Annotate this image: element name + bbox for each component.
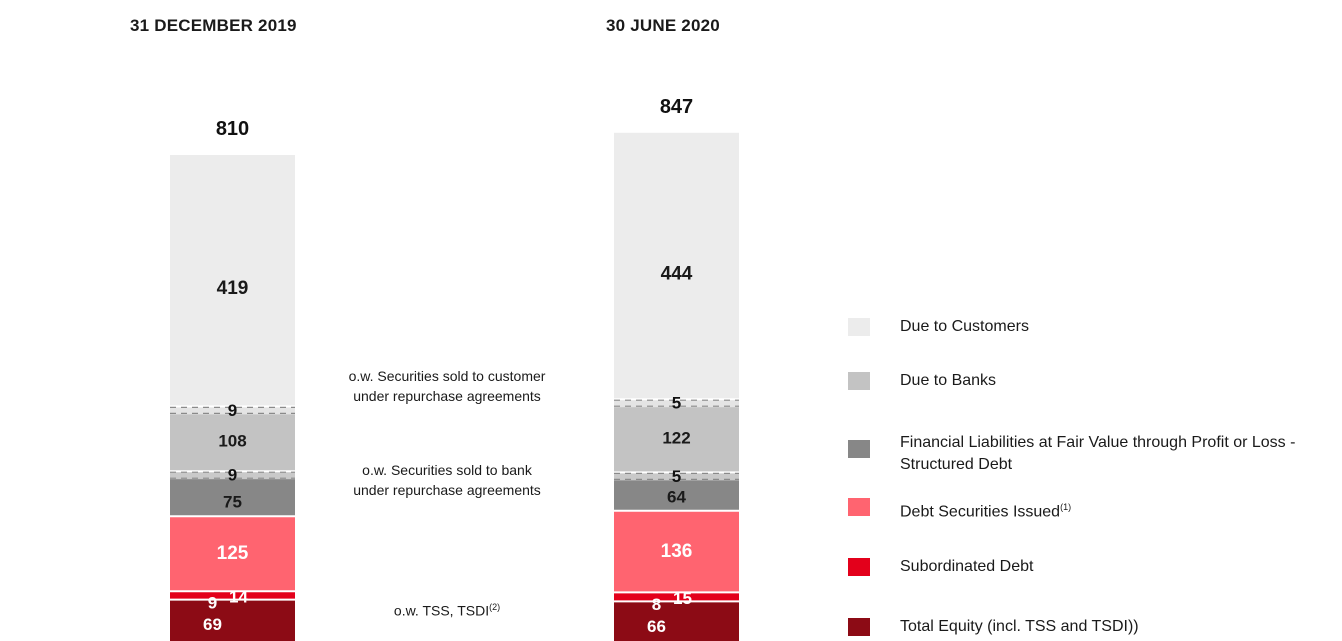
data-label: 8 bbox=[652, 595, 661, 614]
legend-label: Due to Banks bbox=[900, 372, 997, 389]
legend-swatch bbox=[848, 372, 870, 390]
sub-band bbox=[170, 406, 295, 415]
annotation-securities-sold-to-customer: o.w. Securities sold to customer under r… bbox=[312, 366, 582, 406]
annotation-customer-line1: o.w. Securities sold to customer bbox=[348, 368, 546, 384]
data-label: 125 bbox=[217, 543, 249, 564]
legend-item-financial-liabilities: Financial Liabilities at Fair Value thro… bbox=[848, 432, 1340, 476]
annotation-bank-line2: under repurchase agreements bbox=[353, 482, 541, 498]
data-label: 136 bbox=[661, 541, 693, 562]
legend-label: Subordinated Debt bbox=[900, 558, 1034, 575]
legend-swatch bbox=[848, 558, 870, 576]
sub-band bbox=[170, 471, 295, 480]
data-label: 9 bbox=[228, 401, 237, 420]
legend-label: Due to Customers bbox=[900, 318, 1029, 335]
sub-band bbox=[614, 472, 739, 481]
legend-label: Debt Securities Issued(1) bbox=[900, 502, 1072, 521]
sub-band bbox=[614, 399, 739, 408]
legend-item-due-to-customers: Due to Customers bbox=[848, 316, 1340, 338]
column-title-dec-2019: 31 DECEMBER 2019 bbox=[130, 16, 297, 35]
data-label: 9 bbox=[228, 466, 237, 485]
legend-swatch bbox=[848, 498, 870, 516]
legend-label: Financial Liabilities at Fair Value thro… bbox=[900, 434, 1296, 473]
annotation-tss-footnote: (2) bbox=[489, 602, 501, 612]
data-label: 419 bbox=[217, 278, 249, 299]
data-label: 108 bbox=[218, 431, 246, 450]
legend-item-total-equity: Total Equity (incl. TSS and TSDI)) bbox=[848, 616, 1340, 638]
legend-item-debt-securities-issued: Debt Securities Issued(1) bbox=[848, 496, 1340, 523]
bar-segment bbox=[170, 591, 295, 600]
annotation-tss-tsdi: o.w. TSS, TSDI(2) bbox=[312, 597, 582, 621]
legend-swatch bbox=[848, 318, 870, 336]
bar-segment bbox=[170, 155, 295, 407]
data-label: 5 bbox=[672, 467, 681, 486]
legend-swatch bbox=[848, 618, 870, 636]
bar-segment bbox=[614, 510, 739, 593]
legend-swatch bbox=[848, 440, 870, 458]
data-label: 122 bbox=[662, 428, 690, 447]
data-label: 66 bbox=[647, 617, 666, 636]
annotation-customer-line2: under repurchase agreements bbox=[353, 388, 541, 404]
legend-item-subordinated-debt: Subordinated Debt bbox=[848, 556, 1340, 578]
data-label: 75 bbox=[223, 493, 242, 512]
bar-segment bbox=[170, 516, 295, 592]
data-label: 15 bbox=[673, 589, 692, 608]
bar-total-label: 847 bbox=[660, 96, 693, 118]
bar-segment bbox=[614, 601, 739, 641]
data-label: 69 bbox=[203, 615, 222, 634]
annotation-securities-sold-to-bank: o.w. Securities sold to bank under repur… bbox=[312, 460, 582, 500]
bar-segment bbox=[614, 592, 739, 602]
column-title-jun-2020: 30 JUNE 2020 bbox=[606, 16, 720, 35]
legend-footnote: (1) bbox=[1060, 502, 1072, 512]
legend-label: Total Equity (incl. TSS and TSDI)) bbox=[900, 618, 1139, 635]
data-label: 9 bbox=[208, 594, 217, 613]
data-label: 5 bbox=[672, 394, 681, 413]
bar-segment bbox=[614, 399, 739, 473]
bar-segment bbox=[170, 406, 295, 472]
data-label: 14 bbox=[229, 588, 248, 607]
annotation-tss-text: o.w. TSS, TSDI bbox=[393, 602, 490, 619]
data-label: 444 bbox=[661, 264, 693, 285]
bar-total-label: 810 bbox=[216, 118, 249, 140]
legend-item-due-to-banks: Due to Banks bbox=[848, 370, 1340, 392]
bar-segment bbox=[170, 599, 295, 641]
annotation-bank-line1: o.w. Securities sold to bank bbox=[362, 462, 532, 478]
bar-segment bbox=[614, 132, 739, 400]
data-label: 64 bbox=[667, 487, 686, 506]
